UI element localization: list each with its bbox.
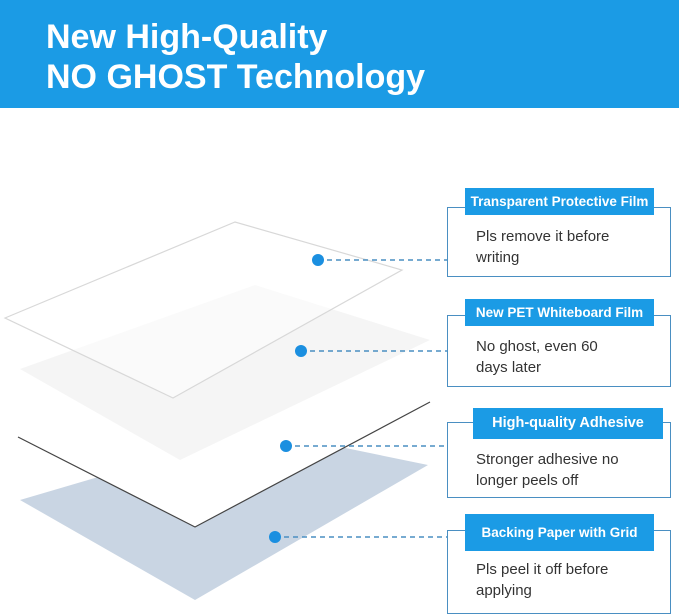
title-line-2: NO GHOST Technology (46, 58, 426, 96)
marker-dot-2 (295, 345, 307, 357)
marker-dot-3 (280, 440, 292, 452)
layer-title-2: New PET Whiteboard Film (465, 299, 654, 326)
layer-desc: Pls remove it before writing (476, 228, 610, 266)
layer-title-4: Backing Paper with Grid (465, 514, 654, 551)
pet-film-sheet (20, 285, 430, 460)
layer-title-1: Transparent Protective Film (465, 188, 654, 215)
marker-dot-4 (269, 531, 281, 543)
header-banner: New High-Quality NO GHOST Technology (0, 0, 679, 108)
layer-card-1: Pls remove it before writing (447, 207, 671, 277)
adhesive-edge (17, 401, 431, 528)
layer-desc: Pls peel it off before applying (476, 561, 609, 599)
protective-film-sheet (3, 221, 404, 399)
layer-desc: Stronger adhesive no longer peels off (476, 451, 619, 489)
layer-card-2: No ghost, even 60 days later (447, 315, 671, 387)
layer-title-3: High-quality Adhesive (473, 408, 663, 439)
marker-dot-1 (312, 254, 324, 266)
title-line-1: New High-Quality (46, 18, 328, 56)
layer-desc: No ghost, even 60 days later (476, 338, 598, 376)
